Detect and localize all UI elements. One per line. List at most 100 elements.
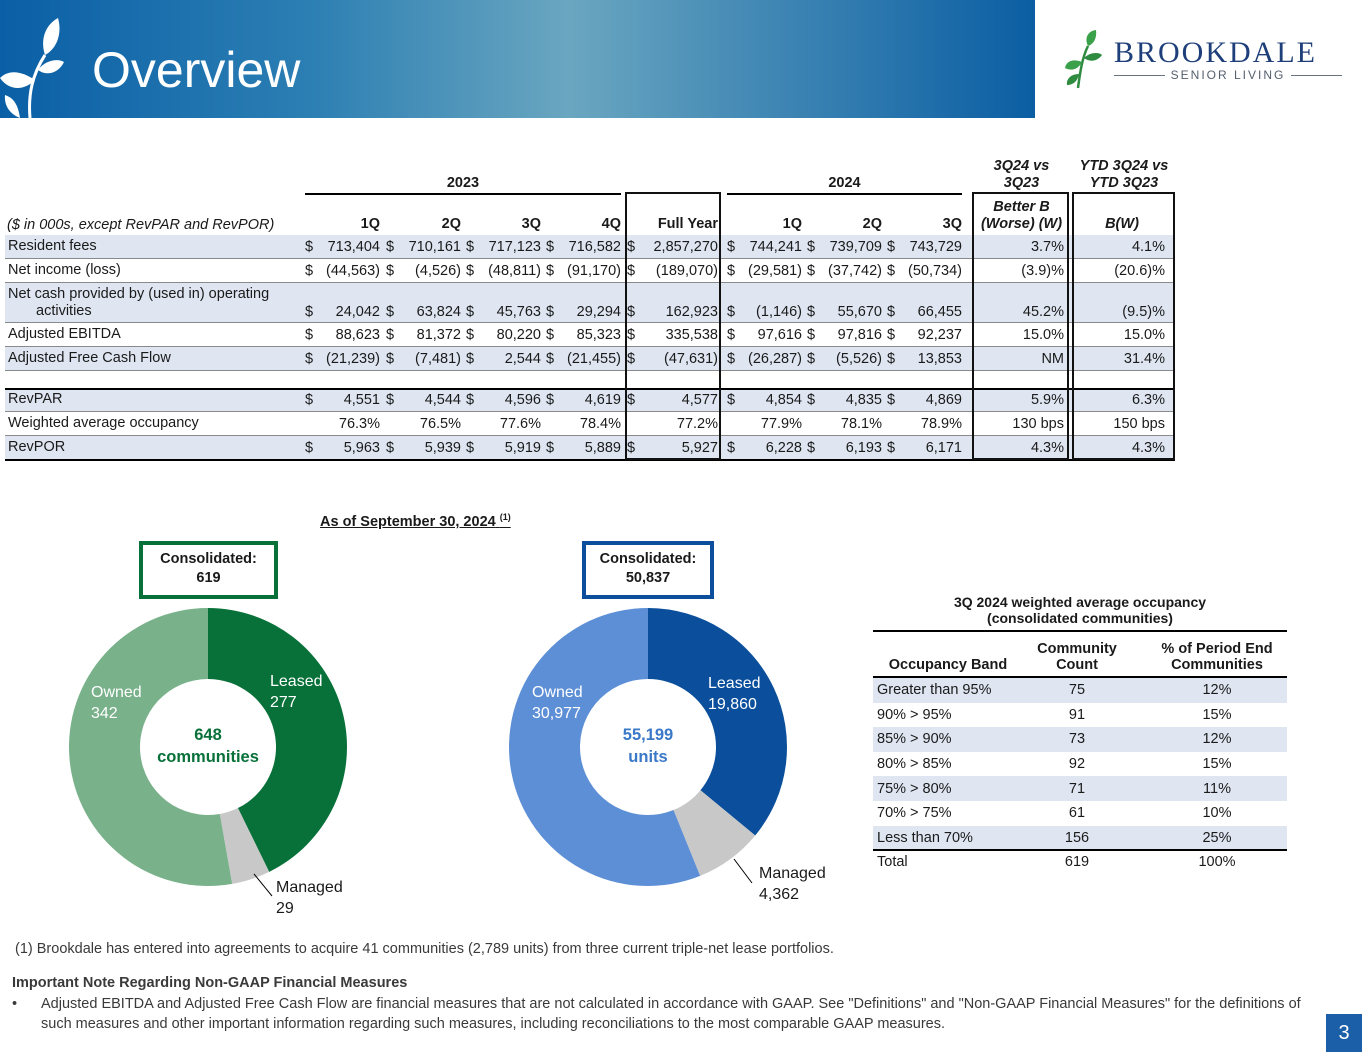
consolidated-communities-box: Consolidated: 619: [139, 541, 278, 599]
table-cell: $ (189,070): [627, 259, 718, 282]
currency-symbol: $: [727, 238, 736, 255]
page-number: 3: [1326, 1014, 1362, 1052]
table-cell: $335,538: [627, 323, 718, 346]
currency-symbol: $: [305, 350, 314, 367]
table-cell: 78.9%: [887, 412, 962, 435]
row-label: RevPOR: [8, 436, 303, 459]
owned-value: 342: [91, 705, 118, 722]
row-rule: [5, 435, 1175, 436]
cell-value: 4,577: [681, 391, 718, 408]
column-header: 3Q: [521, 216, 541, 232]
cell-value: 710,161: [408, 238, 461, 255]
currency-symbol: $: [386, 262, 395, 279]
table-cell: $ (44,563): [305, 259, 380, 282]
table-cell: 4.1%: [1073, 235, 1165, 258]
donut-slice-leased: [208, 608, 347, 872]
cell-value: 6.3%: [1131, 391, 1165, 408]
table-cell: 15.0%: [973, 323, 1064, 346]
table-row: Adjusted Free Cash Flow $ (21,239) $ (7,481)…: [5, 347, 1175, 370]
currency-symbol: $: [807, 262, 816, 279]
occupancy-cell: 25%: [1202, 829, 1232, 846]
units-managed-label: Managed 4,362: [759, 863, 826, 905]
row-label-text: Resident fees: [8, 238, 97, 254]
currency-symbol: $: [807, 391, 816, 408]
currency-symbol: $: [386, 326, 395, 343]
logo-tagline: SENIOR LIVING: [1114, 68, 1342, 82]
table-bottom-rule: [5, 459, 1175, 461]
cell-value: 744,241: [749, 238, 802, 255]
cell-value: (29,581): [747, 262, 802, 279]
cell-value: 85,323: [576, 326, 621, 343]
table-cell: 77.2%: [627, 412, 718, 435]
currency-symbol: $: [807, 238, 816, 255]
occupancy-cell: 12%: [1202, 682, 1232, 699]
as-of-date: As of September 30, 2024 (1): [320, 512, 511, 530]
table-cell: $4,619: [546, 388, 621, 411]
column-header: B(W): [1105, 216, 1139, 232]
cell-value: (21,455): [566, 350, 621, 367]
occupancy-row: 90% > 95% 91 15%: [873, 703, 1287, 728]
cell-value: 743,729: [909, 238, 962, 255]
cell-value: 77.2%: [676, 415, 718, 432]
occupancy-cell: 12%: [1202, 731, 1232, 748]
table-cell: $716,582: [546, 235, 621, 258]
column-header: 2Q: [441, 216, 461, 232]
occupancy-cell: 80% > 85%: [877, 756, 952, 773]
cell-value: NM: [1041, 350, 1064, 367]
consolidated-value: 619: [196, 570, 221, 586]
table-cell: $6,171: [887, 436, 962, 459]
table-row: Resident fees $713,404 $710,161 $717,123 $71…: [5, 235, 1175, 258]
currency-symbol: $: [627, 350, 636, 367]
cell-value: (91,170): [566, 262, 621, 279]
currency-symbol: $: [546, 238, 555, 255]
table-cell: (3.9)%: [973, 259, 1064, 282]
units-leased-label: Leased 19,860: [708, 673, 761, 715]
table-cell: $6,228: [727, 436, 802, 459]
column-header: 4Q: [601, 216, 621, 232]
currency-symbol: $: [305, 304, 314, 320]
column-header: Better B (Worse) (W): [980, 199, 1063, 232]
column-header: 2Q: [862, 216, 882, 232]
occupancy-row: 85% > 90% 73 12%: [873, 727, 1287, 752]
row-label: Weighted average occupancy: [8, 412, 303, 435]
table-cell: $717,123: [466, 235, 541, 258]
table-cell: $4,596: [466, 388, 541, 411]
row-label: Net cash provided by (used in) operating…: [8, 283, 303, 322]
occupancy-cell: 100%: [1198, 854, 1236, 871]
cell-value: 15.0%: [1022, 326, 1064, 343]
occupancy-cell: 75% > 80%: [877, 780, 952, 797]
table-cell: $ (26,287): [727, 347, 802, 370]
currency-symbol: $: [887, 350, 896, 367]
consolidated-units-box: Consolidated: 50,837: [582, 541, 714, 599]
table-cell: 31.4%: [1073, 347, 1165, 370]
table-cell: $97,816: [807, 323, 882, 346]
row-rule: [5, 258, 1175, 259]
currency-symbol: $: [305, 439, 314, 456]
cell-value: 88,623: [335, 326, 380, 343]
currency-symbol: $: [887, 304, 896, 320]
row-label-text: RevPOR: [8, 439, 66, 455]
communities-leased-label: Leased 277: [270, 671, 323, 713]
donut-slice-managed: [673, 790, 756, 876]
occupancy-top-rule: [873, 630, 1287, 632]
cell-value: 4,551: [343, 391, 380, 408]
table-cell: (9.5)%: [1073, 283, 1165, 322]
logo-leaf-icon: [1065, 30, 1102, 89]
cell-value: 4,869: [925, 391, 962, 408]
currency-symbol: $: [305, 238, 314, 255]
header-banner: Overview: [0, 0, 1035, 118]
occupancy-cell: 15%: [1202, 756, 1232, 773]
row-rule: [5, 322, 1175, 323]
table-cell: (20.6)%: [1073, 259, 1165, 282]
table-cell: 4.3%: [973, 436, 1064, 459]
table-row: Net income (loss) $ (44,563) $ (4,526) $ (48,8…: [5, 259, 1175, 282]
table-cell: $5,927: [627, 436, 718, 459]
currency-symbol: $: [386, 304, 395, 320]
currency-symbol: $: [386, 439, 395, 456]
cell-value: 81,372: [416, 326, 461, 343]
cell-value: 716,582: [568, 238, 621, 255]
cell-value: 739,709: [829, 238, 882, 255]
compare-quarter-header: 3Q24 vs 3Q23: [993, 158, 1050, 191]
table-cell: 5.9%: [973, 388, 1064, 411]
table-cell: $97,616: [727, 323, 802, 346]
